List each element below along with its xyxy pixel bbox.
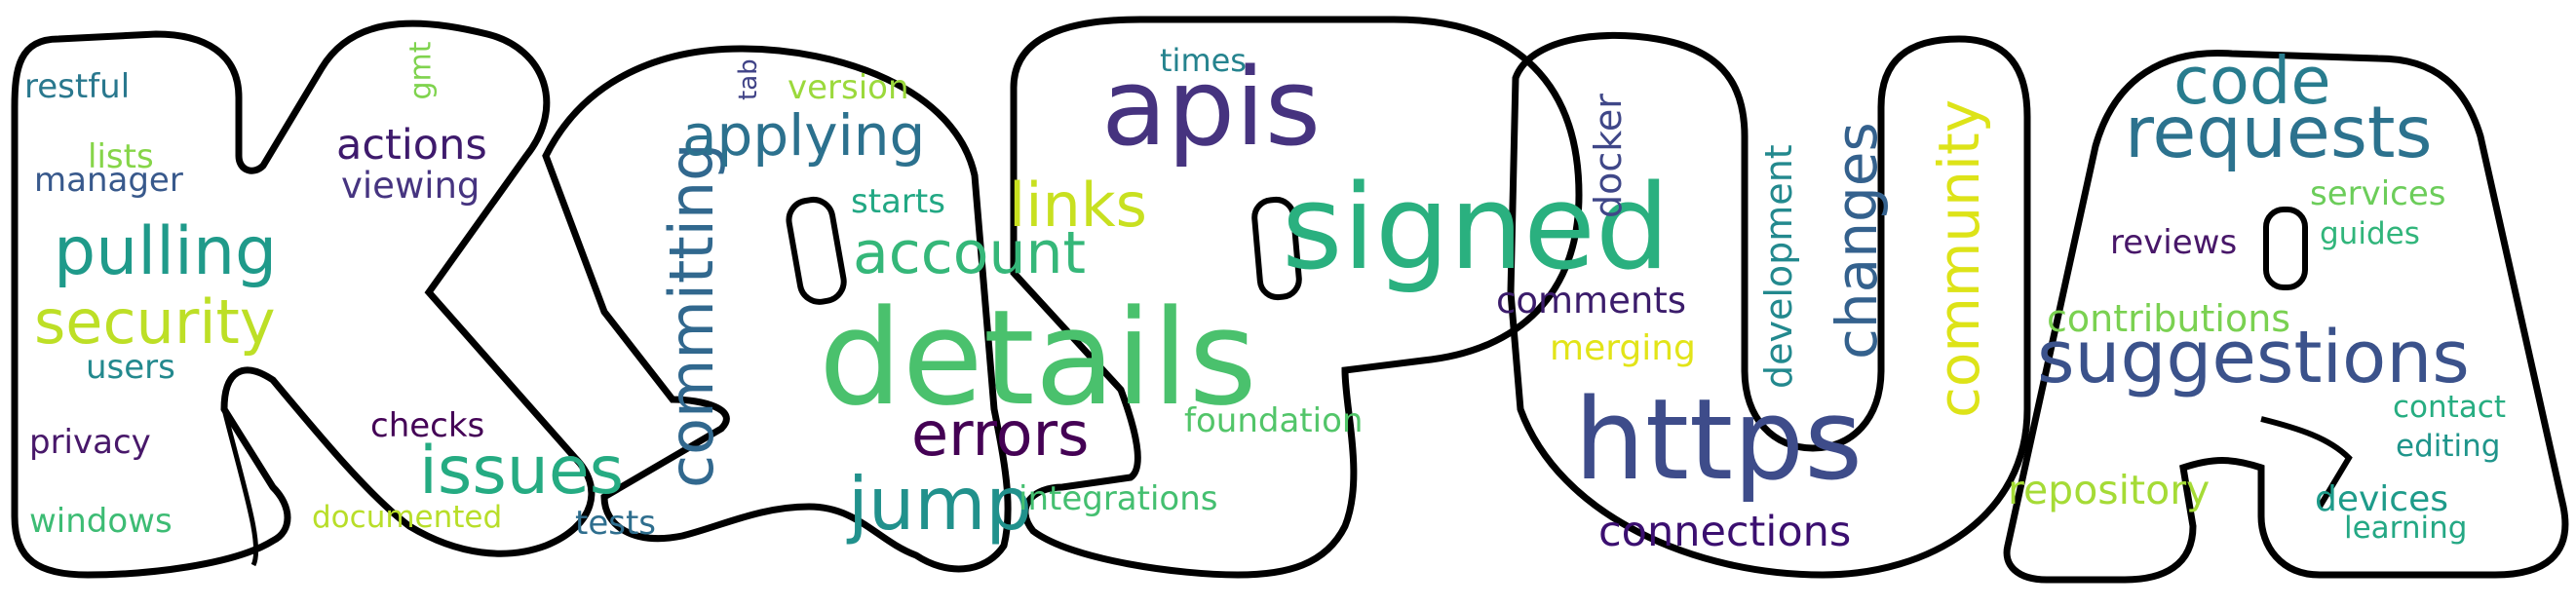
- word-integrations: integrations: [1019, 479, 1218, 518]
- word-users: users: [86, 348, 175, 387]
- word-documented: documented: [312, 500, 503, 535]
- word-docker: docker: [1587, 94, 1630, 218]
- word-errors: errors: [911, 398, 1090, 470]
- word-services: services: [2310, 174, 2446, 213]
- word-editing: editing: [2396, 429, 2501, 464]
- word-suggestions: suggestions: [2037, 316, 2470, 399]
- letter-a-outline: [542, 45, 1012, 573]
- word-reviews: reviews: [2110, 223, 2238, 262]
- word-signed: signed: [1282, 161, 1671, 296]
- letter-k-outline: [11, 19, 596, 579]
- word-viewing: viewing: [341, 165, 481, 207]
- letter-a2-outline: [2003, 49, 2569, 584]
- word-applying: applying: [682, 102, 926, 169]
- word-manager: manager: [34, 161, 183, 200]
- word-foundation: foundation: [1184, 401, 1364, 440]
- word-contributions: contributions: [2047, 297, 2291, 340]
- word-details: details: [819, 282, 1257, 435]
- word-community: community: [1926, 98, 1992, 418]
- word-actions: actions: [336, 121, 487, 170]
- word-contact: contact: [2393, 390, 2507, 425]
- word-restful: restful: [24, 67, 131, 106]
- word-tests: tests: [575, 504, 657, 543]
- word-guides: guides: [2320, 216, 2420, 251]
- word-tab: tab: [734, 58, 763, 100]
- letter-u-outline: [1507, 31, 2031, 579]
- word-devices: devices: [2315, 479, 2449, 519]
- word-security: security: [34, 286, 276, 358]
- word-https: https: [1574, 375, 1863, 506]
- word-jump: jump: [848, 461, 1033, 547]
- word-issues: issues: [419, 433, 625, 510]
- word-development: development: [1757, 144, 1800, 389]
- word-changes: changes: [1824, 122, 1890, 360]
- word-apis: apis: [1101, 45, 1322, 170]
- word-account: account: [853, 219, 1087, 287]
- word-windows: windows: [29, 502, 173, 541]
- word-starts: starts: [851, 182, 945, 221]
- word-privacy: privacy: [29, 423, 151, 462]
- word-times: times: [1160, 42, 1247, 79]
- word-lists: lists: [88, 137, 154, 176]
- word-comments: comments: [1496, 280, 1687, 322]
- word-requests: requests: [2125, 92, 2433, 174]
- letter-p-outline: [1010, 16, 1583, 579]
- word-pulling: pulling: [54, 213, 278, 290]
- word-checks: checks: [370, 406, 485, 445]
- word-connections: connections: [1598, 508, 1852, 556]
- word-gmt: gmt: [404, 41, 439, 100]
- word-learning: learning: [2344, 511, 2468, 546]
- word-merging: merging: [1550, 328, 1696, 368]
- word-version: version: [788, 68, 909, 107]
- word-repository: repository: [2008, 467, 2211, 513]
- word-code: code: [2173, 43, 2331, 119]
- word-links: links: [1009, 170, 1147, 241]
